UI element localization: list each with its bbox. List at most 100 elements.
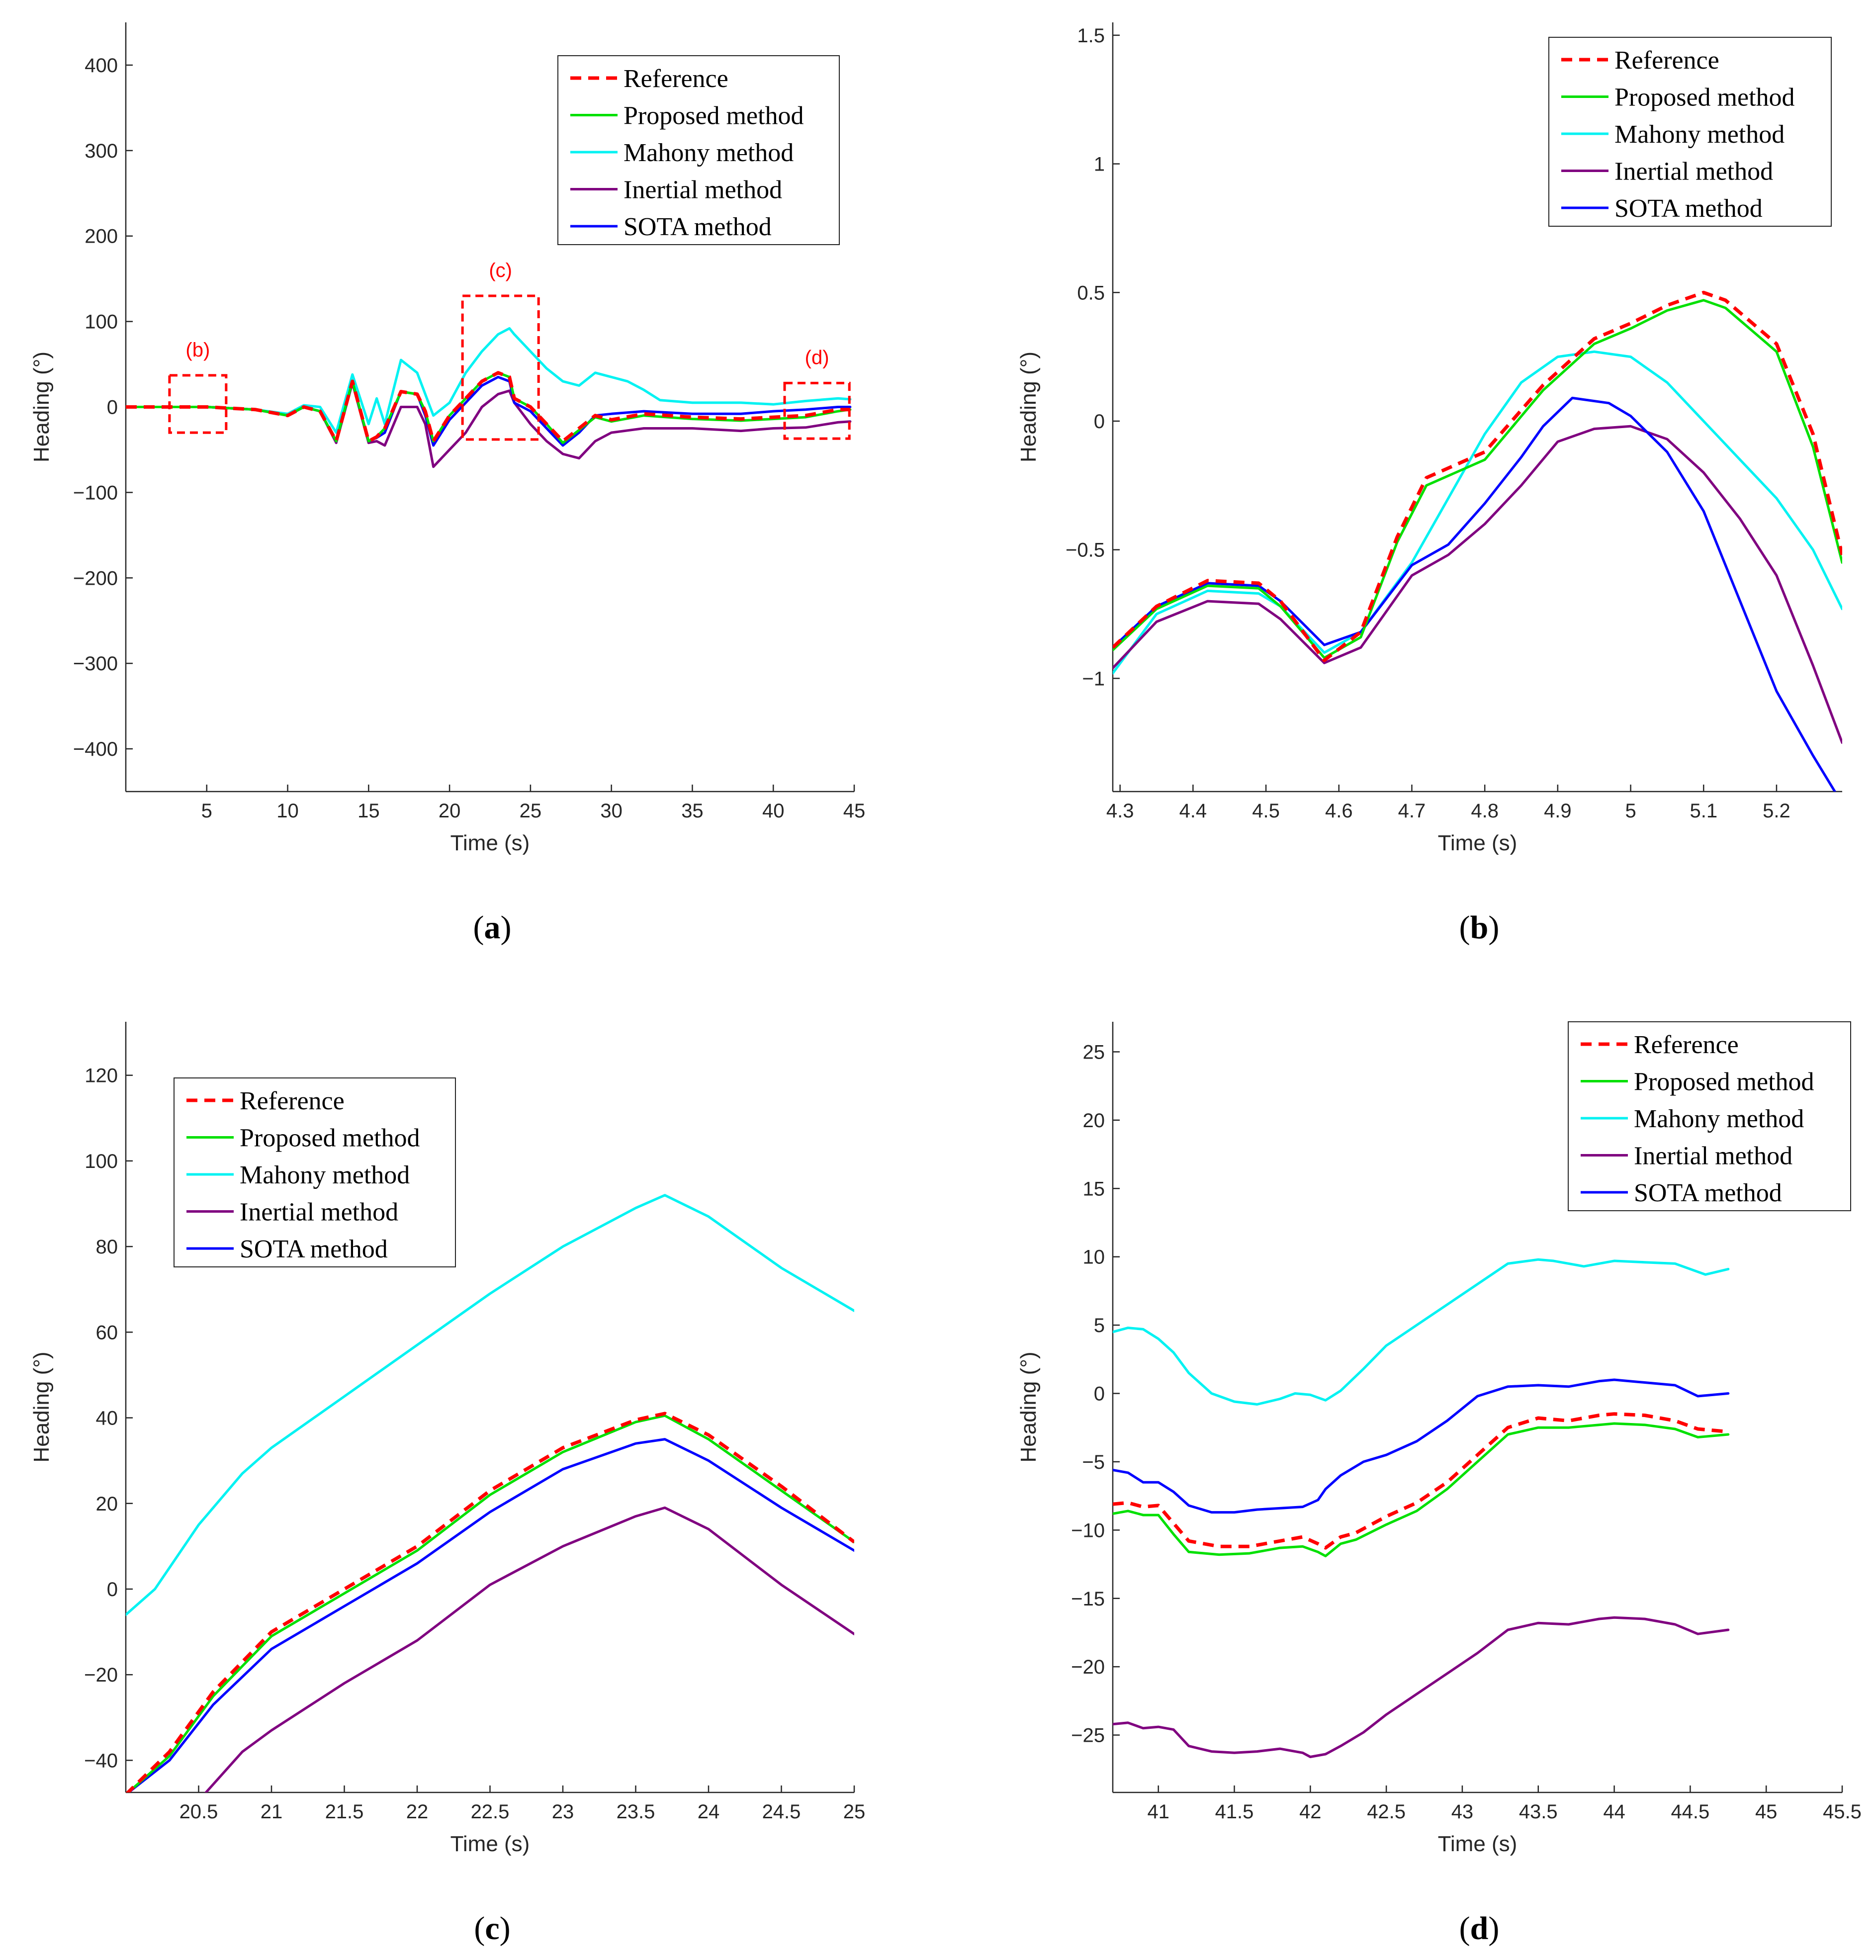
y-axis-label: Heading (°) xyxy=(1016,352,1041,462)
y-tick-label: 40 xyxy=(96,1408,118,1429)
x-tick-label: 24.5 xyxy=(762,1801,801,1823)
x-tick-label: 22.5 xyxy=(471,1801,510,1823)
series-line-reference xyxy=(1113,290,1842,662)
series-line-mahony xyxy=(126,327,852,434)
zoom-region-box xyxy=(168,374,228,434)
y-tick-label: 15 xyxy=(1083,1178,1105,1200)
series-line-sota xyxy=(126,1438,854,1792)
legend-label-proposed: Proposed method xyxy=(240,1124,420,1153)
y-tick-label: 0 xyxy=(1094,1383,1105,1405)
legend-box xyxy=(1548,37,1832,227)
x-tick-label: 4.5 xyxy=(1252,800,1280,822)
panel-b: 4.3 4.4 4.5 4.6 4.7 4.8 4.9 5 5.1 5.2 1.5 1 0.5 0 −0.5… xyxy=(1016,22,1842,946)
panel-caption-open: ( xyxy=(1459,909,1470,946)
panel-caption-open: ( xyxy=(1459,1910,1470,1947)
panel-d: 41 41.5 42 42.5 43 43.5 44 44.5 45 45.5 25 20 15 10 5 0… xyxy=(1016,1021,1862,1947)
legend-label-reference: Reference xyxy=(240,1087,345,1115)
y-tick-label: 20 xyxy=(1083,1110,1105,1132)
y-tick-label: −40 xyxy=(84,1750,118,1772)
zoom-region-label: (b) xyxy=(185,339,210,361)
x-tick-label: 4.9 xyxy=(1544,800,1572,822)
series-line-proposed xyxy=(1113,299,1842,659)
x-tick-label: 42.5 xyxy=(1367,1801,1406,1823)
legend-label-sota: SOTA method xyxy=(1614,194,1763,223)
legend-label-proposed: Proposed method xyxy=(1634,1068,1814,1096)
panel-a: 5 10 15 20 25 30 35 40 45 400 300 200 100 0 −100 −200 −3… xyxy=(29,22,865,946)
x-tick-label: 20.5 xyxy=(179,1801,218,1823)
y-tick-label: 100 xyxy=(85,1151,118,1172)
series-line-proposed xyxy=(126,1414,854,1792)
x-tick-label: 41.5 xyxy=(1215,1801,1254,1823)
y-tick-label: −25 xyxy=(1071,1725,1105,1747)
plot-area xyxy=(126,327,852,468)
x-tick-label: 40 xyxy=(762,800,785,822)
panel-caption-open: ( xyxy=(474,1910,485,1947)
series-line-sota xyxy=(1113,396,1836,792)
y-axis-label: Heading (°) xyxy=(1016,1351,1041,1462)
y-tick-label: 100 xyxy=(85,311,118,333)
legend: Reference Proposed method Mahony method Ine… xyxy=(1568,1021,1851,1211)
x-tick-label: 15 xyxy=(357,800,380,822)
series-line-mahony xyxy=(1113,1258,1730,1406)
y-tick-label: −200 xyxy=(73,567,118,589)
panel-c: 20.5 21 21.5 22 22.5 23 23.5 24 24.5 25 120 100 80 60… xyxy=(29,1022,865,1947)
y-tick-label: −0.5 xyxy=(1066,539,1105,561)
series-line-proposed xyxy=(1113,1422,1730,1558)
y-tick-label: −15 xyxy=(1071,1588,1105,1610)
x-tick-label: 30 xyxy=(600,800,623,822)
x-tick-label: 43 xyxy=(1451,1801,1474,1823)
x-tick-label: 20 xyxy=(439,800,461,822)
panel-caption-close: ) xyxy=(1488,1910,1499,1947)
y-tick-label: −1 xyxy=(1082,668,1105,690)
panel-caption-letter: b xyxy=(1470,909,1489,946)
zoom-region-label: (c) xyxy=(489,260,512,281)
legend-label-inertial: Inertial method xyxy=(1634,1142,1792,1170)
y-tick-label: 400 xyxy=(85,55,118,77)
x-tick-label: 4.4 xyxy=(1179,800,1207,822)
x-tick-label: 44.5 xyxy=(1671,1801,1709,1823)
x-tick-label: 4.7 xyxy=(1398,800,1426,822)
legend-label-reference: Reference xyxy=(1634,1031,1739,1059)
y-tick-label: −20 xyxy=(1071,1656,1105,1678)
series-line-inertial xyxy=(204,1506,854,1792)
legend: Reference Proposed method Mahony method Ine… xyxy=(557,55,840,245)
legend-label-sota: SOTA method xyxy=(624,213,772,241)
panel-caption-close: ) xyxy=(501,909,512,946)
y-tick-label: −300 xyxy=(73,653,118,675)
y-tick-label: −5 xyxy=(1082,1451,1105,1473)
y-tick-label: 200 xyxy=(85,226,118,248)
legend-label-sota: SOTA method xyxy=(1634,1179,1782,1207)
x-axis-label: Time (s) xyxy=(450,1832,530,1856)
legend-label-reference: Reference xyxy=(624,65,728,93)
x-tick-label: 21 xyxy=(261,1801,283,1823)
x-tick-label: 4.8 xyxy=(1471,800,1499,822)
panel-caption-open: ( xyxy=(473,909,484,946)
y-tick-label: 1 xyxy=(1094,154,1105,176)
series-line-inertial xyxy=(1113,425,1842,744)
x-tick-label: 10 xyxy=(276,800,299,822)
y-tick-label: 0.5 xyxy=(1077,282,1105,304)
y-tick-label: 20 xyxy=(96,1493,118,1515)
panel-caption: (a) xyxy=(473,909,512,946)
x-tick-label: 43.5 xyxy=(1519,1801,1558,1823)
x-tick-label: 5 xyxy=(1625,800,1636,822)
x-tick-label: 44 xyxy=(1603,1801,1625,1823)
x-axis-label: Time (s) xyxy=(450,831,530,855)
zoom-region-box xyxy=(783,381,851,440)
y-tick-label: 0 xyxy=(1094,411,1105,433)
series-line-inertial xyxy=(126,381,852,468)
x-tick-label: 45 xyxy=(843,800,866,822)
x-tick-label: 23 xyxy=(552,1801,574,1823)
panel-caption-letter: c xyxy=(485,1910,499,1947)
legend-label-inertial: Inertial method xyxy=(1614,158,1773,186)
y-tick-label: 5 xyxy=(1094,1315,1105,1336)
x-tick-label: 5.1 xyxy=(1690,800,1717,822)
y-axis-label: Heading (°) xyxy=(29,352,54,462)
zoom-region-box xyxy=(461,294,540,441)
series-line-reference xyxy=(1113,1412,1729,1550)
panel-caption: (c) xyxy=(474,1910,510,1947)
x-tick-label: 5 xyxy=(201,800,212,822)
y-tick-label: 10 xyxy=(1083,1247,1105,1268)
legend-label-mahony: Mahony method xyxy=(1634,1105,1804,1133)
